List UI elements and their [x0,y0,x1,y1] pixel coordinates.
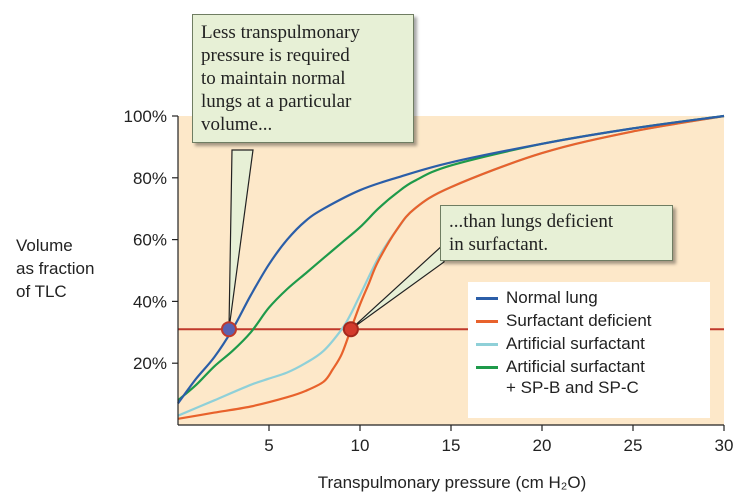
legend-label: Normal lung [506,288,598,307]
series-layer [177,114,725,420]
annotation-line: ...than lungs deficient [449,211,614,232]
y-axis-label-line: of TLC [16,282,67,301]
legend-label: Artificial surfactant + SP-B and SP-C [506,357,645,397]
legend-swatch [476,343,498,346]
callout-pointers-layer [228,149,445,330]
legend-label: Surfactant deficient [506,311,652,330]
annotation-line: Less transpulmonary [201,22,360,43]
legend-item: Normal lung [476,287,704,308]
ticks-layer: 5 10 15 20 25 30 20% 40% 60% 80% 100% [124,107,734,455]
legend: Normal lung Surfactant deficient Artific… [468,282,710,418]
x-tick-label: 5 [264,436,273,455]
y-tick-label: 40% [133,292,167,311]
data-marker [220,321,237,338]
x-tick-label: 25 [624,436,643,455]
y-axis-label: Volume as fraction of TLC [16,234,94,303]
annotation-callout-normal: Less transpulmonary pressure is required… [192,14,414,143]
series-line-2 [177,114,725,420]
legend-swatch [476,320,498,323]
x-tick-label: 30 [715,436,734,455]
markers-layer [220,321,359,338]
x-tick-label: 15 [442,436,461,455]
x-tick-label: 20 [533,436,552,455]
annotation-callout-deficient: ...than lungs deficient in surfactant. [440,205,673,261]
legend-swatch [476,366,498,369]
legend-item: Surfactant deficient [476,310,704,331]
callout-pointer [228,149,254,330]
series-line-1 [177,114,725,405]
legend-swatch [476,297,498,300]
y-tick-label: 100% [124,107,167,126]
annotation-line: volume... [201,114,273,135]
x-tick-label: 10 [351,436,370,455]
data-marker [342,321,359,338]
y-axis-label-line: Volume [16,236,73,255]
legend-item: Artificial surfactant + SP-B and SP-C [476,356,704,398]
x-axis-label: Transpulmonary pressure (cm H₂O) [318,473,587,492]
annotation-line: pressure is required [201,45,350,66]
y-axis-label-line: as fraction [16,259,95,278]
legend-item: Artificial surfactant [476,333,704,354]
annotation-line: lungs at a particular [201,91,352,112]
annotation-line: in surfactant. [449,234,549,255]
legend-label: Artificial surfactant [506,334,645,353]
y-tick-label: 20% [133,354,167,373]
y-tick-label: 80% [133,169,167,188]
y-tick-label: 60% [133,231,167,250]
annotation-line: to maintain normal [201,68,346,89]
